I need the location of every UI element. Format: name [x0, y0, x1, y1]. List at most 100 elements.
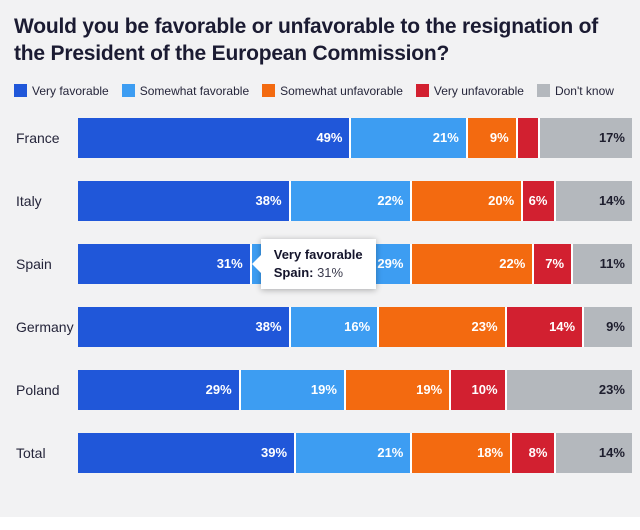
segment-value-label: 21%	[432, 130, 459, 146]
legend-item-very-unfavorable[interactable]: Very unfavorable	[415, 83, 524, 98]
segment-somewhat-unfavorable[interactable]: 22%	[410, 243, 533, 284]
legend-label: Very unfavorable	[433, 83, 524, 98]
legend-swatch	[14, 84, 27, 98]
segment-don-t-know[interactable]: 14%	[554, 180, 632, 221]
segment-somewhat-favorable[interactable]: 16%	[288, 306, 378, 347]
segment-value-label: 8%	[528, 445, 548, 461]
legend-item-somewhat-favorable[interactable]: Somewhat favorable	[121, 83, 250, 98]
segment-value-label: 38%	[255, 319, 282, 335]
segment-don-t-know[interactable]: 23%	[504, 369, 632, 410]
segment-value-label: 7%	[545, 256, 565, 272]
segment-somewhat-unfavorable[interactable]: 20%	[410, 180, 522, 221]
segment-somewhat-favorable[interactable]: 21%	[349, 117, 466, 158]
row-label: Total	[16, 444, 46, 461]
segment-value-label: 17%	[598, 130, 625, 146]
segment-value-label: 14%	[549, 319, 576, 335]
segment-very-favorable[interactable]: 29%	[78, 369, 239, 410]
row-label: France	[16, 129, 60, 146]
segment-value-label: 22%	[377, 193, 404, 209]
segment-somewhat-favorable[interactable]: 19%	[238, 369, 344, 410]
legend-label: Don't know	[554, 83, 614, 98]
legend-item-very-favorable[interactable]: Very favorable	[14, 84, 109, 98]
segment-somewhat-favorable[interactable]: 21%	[294, 432, 411, 473]
segment-somewhat-unfavorable[interactable]: 23%	[377, 306, 505, 347]
legend-label: Very favorable	[32, 83, 109, 98]
legend-swatch	[121, 84, 135, 98]
segment-don-t-know[interactable]: 17%	[537, 117, 632, 158]
row-label: Germany	[16, 318, 74, 335]
segment-value-label: 6%	[528, 193, 548, 209]
row-label: Poland	[16, 381, 60, 398]
segment-very-unfavorable[interactable]: 10%	[449, 369, 505, 410]
segment-very-favorable[interactable]: 38%	[78, 306, 289, 347]
segment-very-unfavorable[interactable]: 8%	[510, 432, 555, 473]
chart-row-italy: Italy 38% 22% 20% 6% 14%	[12, 180, 632, 221]
segment-value-label: 49%	[316, 130, 343, 146]
segment-very-unfavorable[interactable]: 14%	[504, 306, 583, 347]
segment-very-favorable[interactable]: 39%	[78, 432, 295, 473]
segment-very-favorable[interactable]: 31%	[78, 243, 250, 284]
legend: Very favorable Somewhat favorable Somewhat…	[14, 84, 632, 98]
stacked-bar: 31% 29% 22% 7% 11% Very favorable Spain: 31%	[78, 238, 632, 289]
segment-value-label: 19%	[416, 382, 443, 398]
segment-value-label: 9%	[489, 130, 509, 146]
page-title: Would you be favorable or unfavorable to…	[14, 15, 599, 65]
segment-value-label: 19%	[310, 382, 337, 398]
chart-row-france: France 49% 21% 9% 17%	[12, 117, 632, 158]
segment-value-label: 20%	[488, 193, 515, 209]
segment-value-label: 16%	[344, 319, 371, 335]
segment-somewhat-unfavorable[interactable]: 9%	[465, 117, 516, 158]
segment-very-favorable[interactable]: 38%	[78, 180, 289, 221]
footer-strip	[0, 517, 640, 530]
chart-row-spain: Spain 31% 29% 22% 7% 11% Very favorable Spain: …	[12, 238, 632, 289]
segment-somewhat-favorable[interactable]: 22%	[288, 180, 411, 221]
hover-tooltip: Very favorable Spain: 31%	[260, 238, 376, 289]
chart-row-poland: Poland 29% 19% 19% 10% 23%	[12, 369, 632, 410]
row-label: Spain	[16, 255, 52, 272]
chart-row-germany: Germany 38% 16% 23% 14% 9%	[12, 306, 632, 347]
segment-somewhat-unfavorable[interactable]: 19%	[343, 369, 450, 410]
segment-value-label: 18%	[477, 445, 504, 461]
legend-item-don-t-know[interactable]: Don't know	[536, 83, 614, 98]
stacked-bar: 29% 19% 19% 10% 23%	[78, 369, 632, 410]
segment-value-label: 23%	[471, 319, 498, 335]
chart-rows: France 49% 21% 9% 17% Italy 38% 22% 20% 6% 14% Spai…	[12, 117, 632, 473]
legend-swatch	[536, 84, 550, 98]
segment-value-label: 14%	[598, 445, 625, 461]
segment-value-label: 21%	[377, 445, 404, 461]
stacked-bar: 38% 22% 20% 6% 14%	[78, 180, 632, 221]
tooltip-category-label: Spain:	[273, 264, 314, 280]
segment-value-label: 31%	[216, 256, 243, 272]
tooltip-series-name: Very favorable	[273, 246, 363, 262]
legend-swatch	[415, 84, 429, 98]
segment-value-label: 10%	[471, 382, 498, 398]
segment-very-unfavorable[interactable]: 6%	[521, 180, 555, 221]
segment-value-label: 14%	[598, 193, 625, 209]
segment-value-label: 23%	[598, 382, 625, 398]
segment-somewhat-unfavorable[interactable]: 18%	[410, 432, 511, 473]
segment-value-label: 11%	[599, 256, 625, 272]
tooltip-value: 31%	[313, 264, 344, 280]
legend-item-somewhat-unfavorable[interactable]: Somewhat unfavorable	[262, 84, 403, 98]
stacked-bar: 39% 21% 18% 8% 14%	[78, 432, 632, 473]
legend-label: Somewhat unfavorable	[280, 83, 403, 98]
legend-label: Somewhat favorable	[139, 83, 250, 98]
row-label: Italy	[16, 192, 42, 209]
segment-value-label: 22%	[499, 256, 526, 272]
stacked-bar: 49% 21% 9% 17%	[78, 117, 632, 158]
segment-value-label: 29%	[377, 256, 404, 272]
tooltip-value-line: Spain: 31%	[274, 265, 363, 280]
survey-chart: Would you be favorable or unfavorable to…	[0, 0, 640, 473]
segment-don-t-know[interactable]: 14%	[554, 432, 632, 473]
stacked-bar: 38% 16% 23% 14% 9%	[78, 306, 632, 347]
segment-don-t-know[interactable]: 9%	[582, 306, 632, 347]
segment-very-favorable[interactable]: 49%	[78, 117, 350, 158]
segment-value-label: 38%	[255, 193, 282, 209]
segment-don-t-know[interactable]: 11%	[571, 243, 632, 284]
segment-value-label: 29%	[205, 382, 232, 398]
segment-value-label: 9%	[606, 319, 625, 335]
segment-very-unfavorable[interactable]: 7%	[532, 243, 572, 284]
segment-value-label: 39%	[261, 445, 288, 461]
segment-very-unfavorable[interactable]	[515, 117, 538, 158]
chart-row-total: Total 39% 21% 18% 8% 14%	[12, 432, 632, 473]
